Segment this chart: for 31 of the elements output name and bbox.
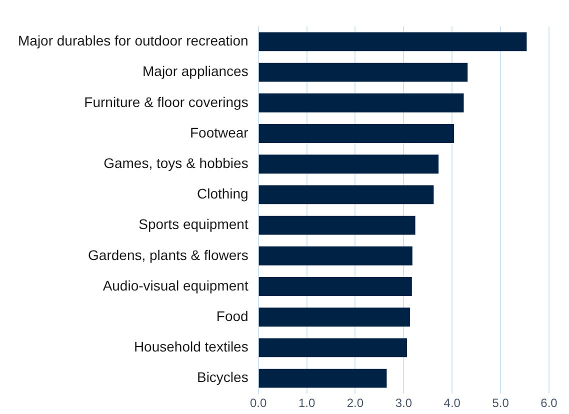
- bar: [258, 93, 464, 112]
- x-tick-label: 3.0: [395, 396, 412, 410]
- y-tick-label: Bicycles: [196, 369, 248, 386]
- bar: [258, 124, 454, 143]
- bar: [258, 308, 410, 327]
- y-tick-label: Footwear: [190, 124, 249, 140]
- y-tick-label: Games, toys & hobbies: [104, 154, 248, 171]
- bar: [258, 216, 416, 235]
- bar: [258, 32, 527, 52]
- y-tick-label: Food: [216, 308, 248, 324]
- y-tick-label: Furniture & floor coverings: [84, 94, 248, 110]
- bar: [258, 246, 412, 266]
- bar: [258, 338, 408, 358]
- y-tick-label: Audio-visual equipment: [102, 277, 248, 294]
- bar: [258, 277, 412, 296]
- x-tick-label: 4.0: [444, 396, 461, 410]
- bar: [258, 62, 468, 82]
- bar: [258, 368, 387, 388]
- y-tick-label: Household textiles: [134, 338, 248, 355]
- y-tick-label: Gardens, plants & flowers: [88, 246, 248, 263]
- x-tick-label: 6.0: [540, 396, 558, 410]
- x-tick-label: 5.0: [492, 396, 510, 410]
- y-tick-label: Major durables for outdoor recreation: [18, 32, 248, 49]
- bar: [258, 185, 434, 204]
- y-tick-label: Major appliances: [142, 63, 248, 80]
- x-tick-label: 2.0: [346, 396, 364, 410]
- bar: [258, 154, 439, 174]
- y-tick-label: Sports equipment: [138, 216, 248, 232]
- y-tick-label: Clothing: [196, 186, 248, 202]
- x-tick-label: 1.0: [298, 396, 316, 410]
- x-tick-label: 0.0: [250, 396, 268, 410]
